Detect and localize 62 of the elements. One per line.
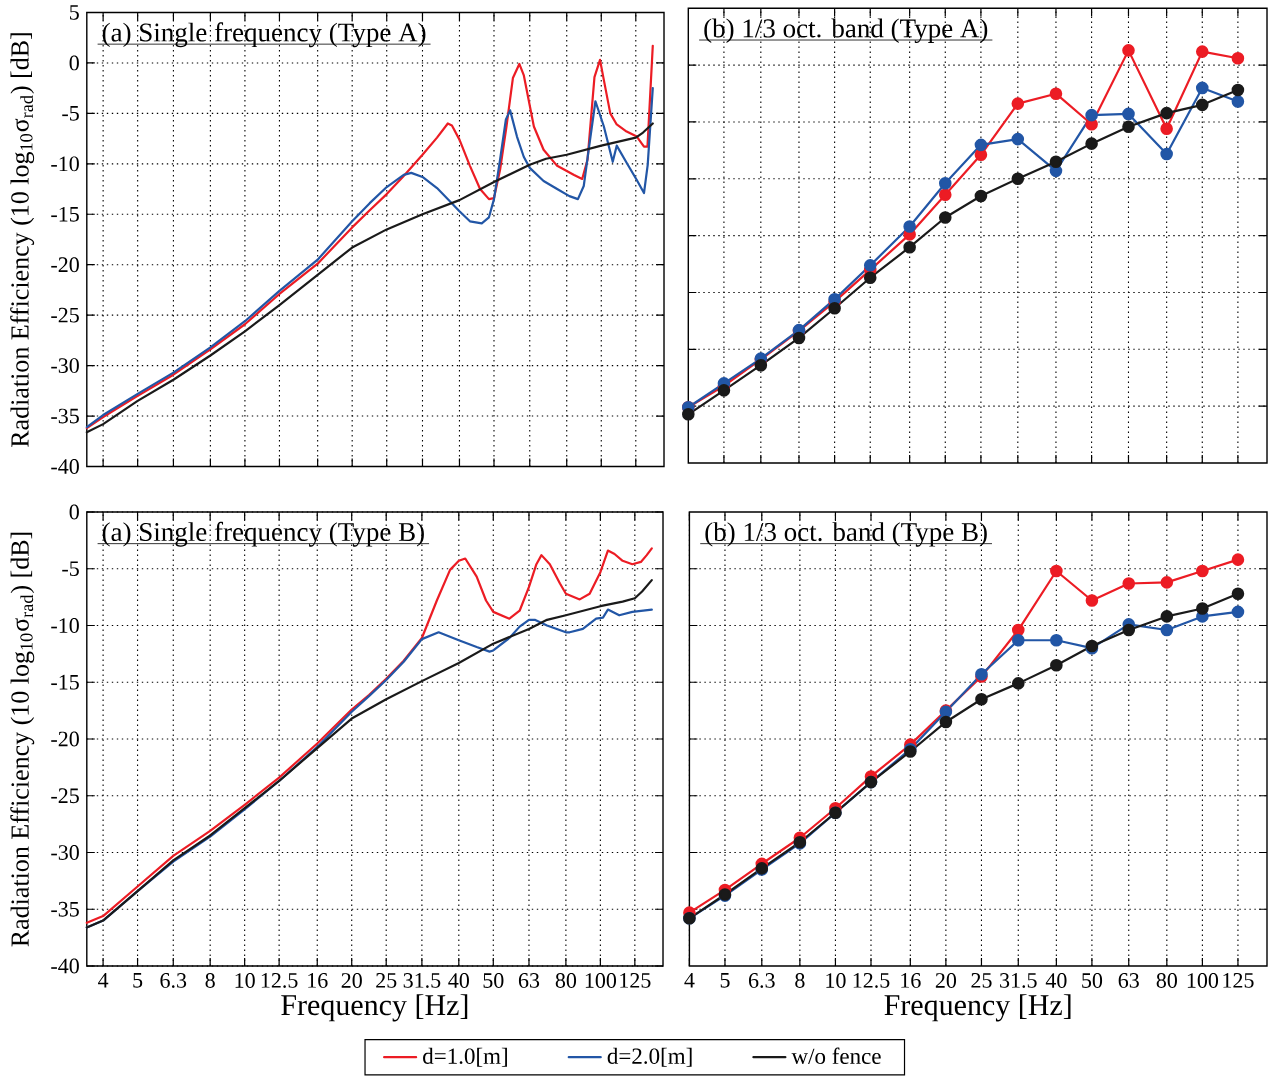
x-tick-label: 4 bbox=[684, 973, 695, 988]
x-tick-label: 125 bbox=[1223, 973, 1254, 988]
x-tick-label: 5 bbox=[133, 973, 143, 988]
x-tick-label: 12.5 bbox=[261, 973, 298, 988]
x-tick-label: 8 bbox=[205, 973, 215, 988]
y-tick-label: -30 bbox=[51, 845, 79, 860]
x-tick-label: 5 bbox=[720, 973, 730, 988]
y-tick-label: -5 bbox=[62, 561, 79, 577]
x-tick-label: 10 bbox=[826, 973, 846, 988]
y-tick-label: 5 bbox=[70, 5, 79, 20]
x-tick-label: 6.3 bbox=[748, 973, 775, 988]
chart-title: (b) 1/3 oct. band (Type A) bbox=[704, 18, 988, 44]
legend-label: w/o fence bbox=[791, 1047, 881, 1065]
y-tick-label: -40 bbox=[51, 958, 79, 974]
y-tick-label: -15 bbox=[51, 206, 79, 222]
x-tick-label: 63 bbox=[518, 973, 540, 988]
y-tick-label: -5 bbox=[62, 106, 79, 121]
x-tick-label: 4 bbox=[98, 973, 109, 988]
y-tick-label: -25 bbox=[51, 307, 79, 323]
legend-label: d=2.0[m] bbox=[607, 1047, 692, 1067]
x-tick-label: 40 bbox=[448, 973, 469, 988]
x-tick-label: 16 bbox=[308, 973, 328, 988]
x-tick-label: 31.5 bbox=[403, 973, 441, 988]
y-tick-label: -30 bbox=[51, 358, 79, 374]
x-tick-label: 20 bbox=[341, 973, 362, 988]
x-tick-label: 125 bbox=[620, 973, 651, 988]
y-axis-title: Radiation Efficiency (10 log$_{10}$σ$_{rad}$) [dB] bbox=[10, 33, 35, 448]
y-tick-label: -35 bbox=[51, 408, 79, 424]
legend-label: d=1.0[m] bbox=[423, 1047, 507, 1067]
x-tick-label: 63 bbox=[1118, 973, 1139, 988]
x-tick-label: 20 bbox=[935, 973, 957, 988]
x-axis-title: Frequency [Hz] bbox=[281, 994, 468, 1022]
x-axis-title: Frequency [Hz] bbox=[884, 994, 1071, 1022]
y-tick-label: -25 bbox=[51, 788, 79, 804]
y-tick-label: -15 bbox=[51, 674, 79, 690]
chart-title: (a) Single frequency (Type A) bbox=[102, 22, 426, 48]
chart-title: (a) Single frequency (Type B) bbox=[102, 521, 424, 547]
x-tick-label: 12.5 bbox=[853, 973, 890, 988]
y-tick-label: -40 bbox=[51, 459, 79, 474]
y-tick-label: 0 bbox=[69, 504, 79, 520]
x-tick-label: 50 bbox=[1082, 973, 1103, 988]
x-tick-label: 31.5 bbox=[1000, 973, 1037, 988]
y-tick-label: -20 bbox=[51, 731, 79, 747]
x-tick-label: 25 bbox=[376, 973, 397, 988]
y-axis-title: Radiation Efficiency (10 log$_{10}$σ$_{rad}$) [dB] bbox=[10, 532, 35, 947]
x-tick-label: 80 bbox=[1156, 973, 1177, 988]
x-tick-label: 50 bbox=[483, 973, 504, 988]
y-tick-label: -10 bbox=[51, 618, 79, 633]
x-tick-label: 100 bbox=[1187, 973, 1219, 988]
x-tick-label: 8 bbox=[795, 973, 805, 988]
x-tick-label: 10 bbox=[235, 973, 255, 988]
x-tick-label: 100 bbox=[585, 973, 617, 988]
y-tick-label: -35 bbox=[51, 901, 79, 917]
y-tick-label: -20 bbox=[51, 257, 79, 273]
y-tick-label: 0 bbox=[69, 55, 79, 71]
x-tick-label: 16 bbox=[901, 973, 921, 988]
y-tick-label: -10 bbox=[51, 156, 79, 172]
chart-title: (b) 1/3 oct. band (Type B) bbox=[705, 522, 987, 547]
x-tick-label: 6.3 bbox=[160, 973, 187, 988]
x-tick-label: 80 bbox=[555, 973, 577, 988]
x-tick-label: 40 bbox=[1045, 973, 1067, 988]
x-tick-label: 25 bbox=[971, 973, 992, 988]
